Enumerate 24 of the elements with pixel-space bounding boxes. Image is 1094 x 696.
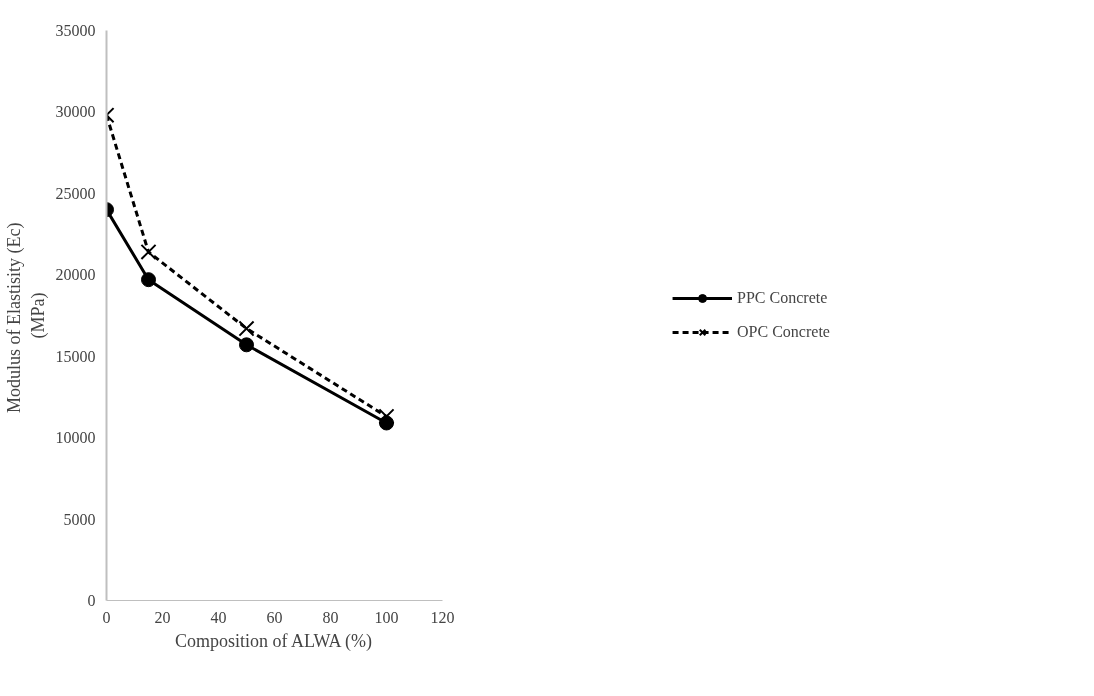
y-tick-label: 5000 <box>63 510 96 528</box>
y-tick-label: 0 <box>87 592 96 609</box>
y-tick-label: 15000 <box>55 347 96 365</box>
x-tick-label: 100 <box>374 608 399 626</box>
x-tick-label: 0 <box>102 608 111 626</box>
legend-label: PPC Concrete <box>737 289 828 307</box>
y-axis-title: Modulus of Elastisity (Ec) (MPa) <box>3 222 49 413</box>
x-tick-label: 20 <box>154 608 171 626</box>
point <box>238 320 255 337</box>
y-tick-label: 10000 <box>55 429 96 447</box>
y-tick-label: 20000 <box>55 266 96 284</box>
point <box>378 408 395 425</box>
x-tick-label: 40 <box>210 608 227 626</box>
x-axis-title: Composition of ALWA (%) <box>174 630 373 652</box>
x-tick-label: 120 <box>430 608 455 626</box>
point <box>141 272 156 288</box>
x-tick-label: 80 <box>322 608 339 626</box>
y-tick-label: 35000 <box>55 22 96 39</box>
x-tick-label: 60 <box>266 608 283 626</box>
point <box>239 337 254 353</box>
y-tick-label: 30000 <box>55 103 96 121</box>
point <box>140 243 157 261</box>
legend-label: OPC Concrete <box>737 323 830 341</box>
y-tick-label: 25000 <box>55 184 96 202</box>
